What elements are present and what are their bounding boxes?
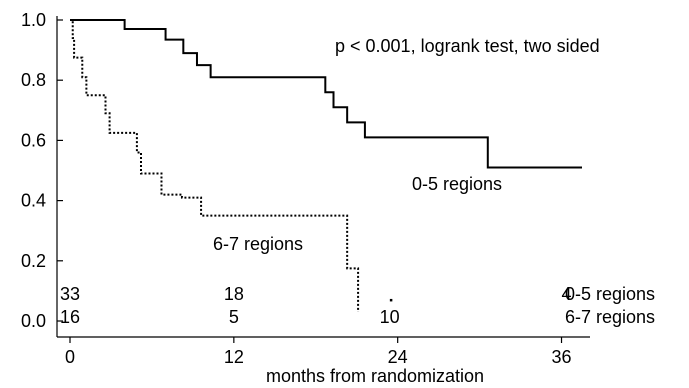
series-label-6-7: 6-7 regions (213, 234, 303, 254)
survival-curves (70, 19, 582, 312)
risk-count: 10 (380, 307, 400, 327)
axes (56, 16, 590, 338)
risk-count: 33 (60, 284, 80, 304)
x-tick-label: 0 (65, 347, 75, 367)
series-line-0-5-regions (70, 19, 582, 169)
series-line-6-7-regions (70, 19, 360, 312)
x-ticks: 0 12 24 36 (65, 337, 572, 367)
x-tick-label: 12 (224, 347, 244, 367)
risk-count: 16 (60, 307, 80, 327)
y-tick-label: 1.0 (21, 10, 46, 30)
y-ticks: 0.0 0.2 0.4 0.6 0.8 1.0 (21, 10, 63, 331)
censor-mark (389, 298, 393, 302)
risk-row-label-6-7: 6-7 regions (565, 307, 655, 327)
x-tick-label: 36 (552, 347, 572, 367)
risk-count: 18 (224, 284, 244, 304)
series-label-0-5: 0-5 regions (412, 174, 502, 194)
risk-count: 5 (229, 307, 239, 327)
risk-count: 4 (562, 284, 572, 304)
risk-row-label-0-5: 0-5 regions (565, 284, 655, 304)
y-tick-label: 0.0 (21, 311, 46, 331)
y-tick-label: 0.2 (21, 251, 46, 271)
y-tick-label: 0.4 (21, 191, 46, 211)
logrank-annotation: p < 0.001, logrank test, two sided (335, 36, 600, 56)
x-tick-label: 24 (388, 347, 408, 367)
risk-table: 33 18 4 16 5 10 (60, 284, 572, 327)
y-tick-label: 0.6 (21, 130, 46, 150)
x-axis-label: months from randomization (266, 366, 484, 386)
y-tick-label: 0.8 (21, 70, 46, 90)
